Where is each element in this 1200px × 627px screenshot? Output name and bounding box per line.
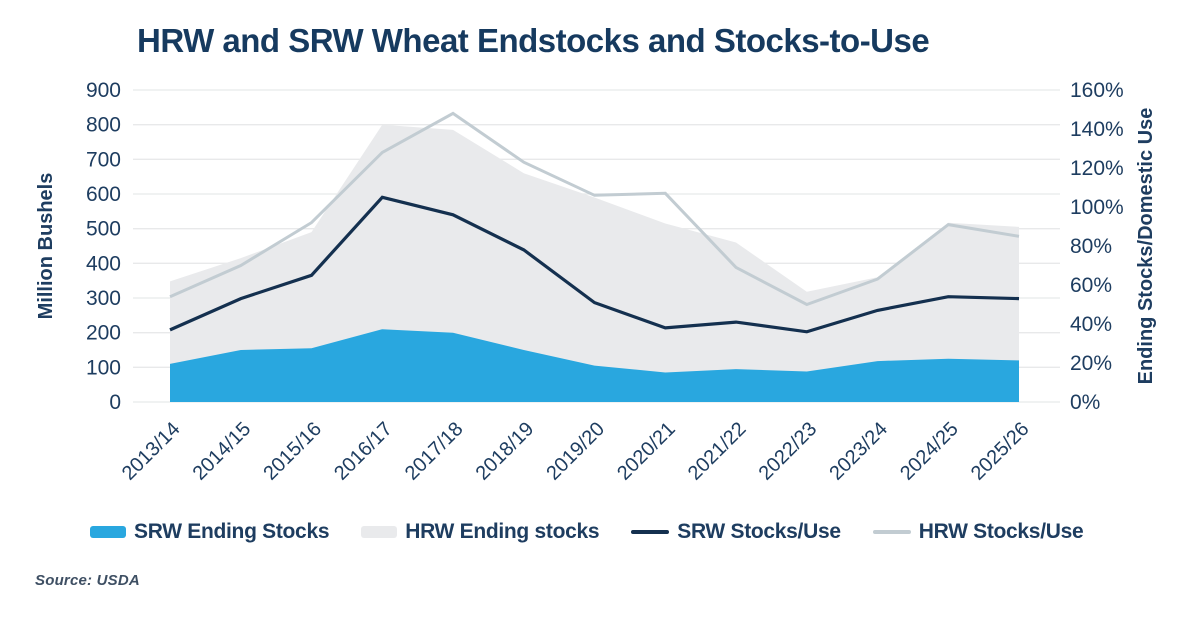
legend-label: SRW Ending Stocks — [134, 520, 330, 543]
right-axis-tick: 0% — [1070, 391, 1100, 414]
left-axis-tick: 400 — [86, 252, 121, 275]
chart-title: HRW and SRW Wheat Endstocks and Stocks-t… — [137, 22, 930, 59]
right-axis-tick: 120% — [1070, 157, 1124, 180]
x-axis-label: 2013/14 — [118, 418, 185, 485]
right-axis-title: Ending Stocks/Domestic Use — [1135, 108, 1157, 385]
srw-stocks-use-line — [169, 195, 1020, 334]
x-axis-label: 2022/23 — [755, 418, 822, 485]
x-axis-label: 2021/22 — [684, 418, 751, 485]
hrw-stocks-use-swatch — [872, 530, 911, 534]
x-axis-label: 2020/21 — [613, 418, 680, 485]
x-axis-label: 2018/19 — [472, 418, 539, 485]
legend-item-srw-stocks-use: SRW Stocks/Use — [631, 520, 841, 544]
left-axis-title: Million Bushels — [35, 173, 57, 320]
chart-legend: SRW Ending Stocks HRW Ending stocks SRW … — [90, 520, 1130, 544]
legend-item-hrw-stocks-use: HRW Stocks/Use — [872, 520, 1084, 544]
x-axis-label: 2016/17 — [330, 418, 397, 485]
left-axis-tick: 200 — [86, 322, 121, 345]
right-axis-tick: 140% — [1070, 118, 1124, 141]
legend-item-hrw-ending-stocks: HRW Ending stocks — [361, 520, 600, 544]
x-axis-label: 2024/25 — [896, 418, 963, 485]
hrw-stocks-use-line — [169, 111, 1020, 307]
right-axis-tick: 40% — [1070, 313, 1112, 336]
srw-ending-stocks-swatch — [90, 526, 126, 538]
srw-ending-stocks-area — [170, 329, 1019, 402]
legend-label: SRW Stocks/Use — [677, 520, 841, 543]
left-axis-tick: 900 — [86, 79, 121, 102]
right-axis-tick: 60% — [1070, 274, 1112, 297]
x-axis-label: 2023/24 — [825, 418, 892, 485]
left-axis-tick: 300 — [86, 287, 121, 310]
legend-item-srw-ending-stocks: SRW Ending Stocks — [90, 520, 330, 544]
left-axis-tick: 600 — [86, 183, 121, 206]
right-axis-tick: 160% — [1070, 79, 1124, 102]
x-axis-label: 2017/18 — [401, 418, 468, 485]
x-axis-label: 2019/20 — [542, 418, 609, 485]
left-axis-tick: 0 — [109, 391, 121, 414]
x-axis-label: 2025/26 — [967, 418, 1034, 485]
left-axis-tick: 500 — [86, 218, 121, 241]
left-axis-tick: 800 — [86, 114, 121, 137]
source-note: Source: USDA — [35, 572, 140, 589]
x-axis-label: 2014/15 — [189, 418, 256, 485]
x-axis-label: 2015/16 — [259, 418, 326, 485]
srw-stocks-use-swatch — [631, 530, 670, 534]
left-axis-tick: 700 — [86, 148, 121, 171]
wheat-endstocks-stocks-to-use-chart: 0 100 200 300 400 500 600 700 800 900 0% 20% 40% 60% 8… — [35, 79, 1157, 485]
hrw-ending-stocks-swatch — [361, 526, 398, 538]
left-axis-tick: 100 — [86, 356, 121, 379]
legend-label: HRW Ending stocks — [405, 520, 600, 543]
right-axis-tick: 20% — [1070, 352, 1112, 375]
right-axis-tick: 80% — [1070, 235, 1112, 258]
legend-label: HRW Stocks/Use — [918, 520, 1084, 543]
right-axis-tick: 100% — [1070, 196, 1124, 219]
